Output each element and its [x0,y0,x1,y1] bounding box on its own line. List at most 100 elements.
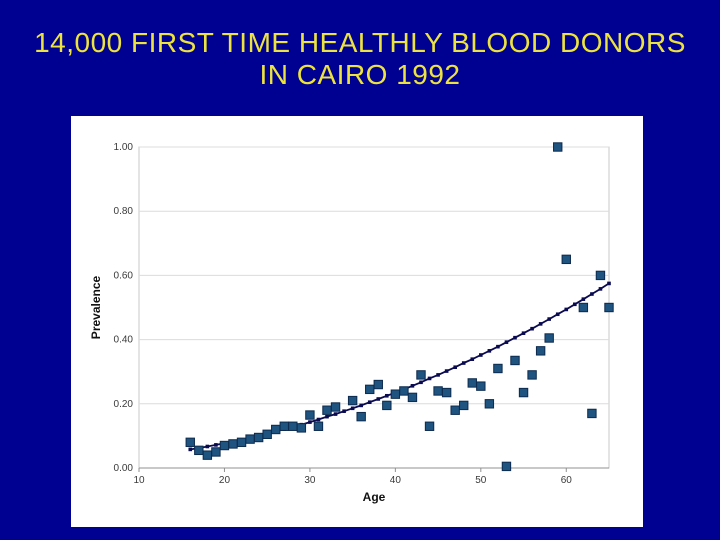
trend-marker [308,420,312,424]
scatter-point [253,432,264,443]
trend-marker [188,447,193,452]
scatter-chart: 0.00 0.20 0.40 0.60 0.80 1.00 10 20 30 40 50 60 Age P… [89,142,614,504]
scatter-point [185,437,195,448]
trend-marker [436,373,440,377]
x-tick-label: 10 [133,475,145,486]
scatter-point [459,400,469,411]
scatter-point [450,405,460,415]
trend-marker [367,400,372,404]
x-tick-label: 20 [219,475,231,486]
scatter-point [219,440,230,451]
scatter-point [322,405,332,415]
trend-marker [316,417,321,422]
scatter-point [296,423,307,433]
trend-marker [419,380,423,385]
trend-marker [547,317,551,321]
scatter-point [527,370,537,380]
x-tick-label: 40 [390,475,402,486]
scatter-point [228,439,238,449]
scatter-point [245,434,255,444]
trend-marker [214,443,218,447]
trend-marker [342,409,346,413]
x-tick-label: 30 [304,475,316,486]
trend-marker [607,281,611,286]
scatter-point [262,429,272,439]
scatter-point [365,384,375,395]
slide-title-line-2: IN CAIRO 1992 [259,59,461,90]
slide-title-line-1: 14,000 FIRST TIME HEALTHLY BLOOD DONORS [34,27,686,58]
scatter-point [476,381,486,391]
scatter-point [467,378,477,388]
trend-marker [513,335,517,340]
scatter-point [271,424,281,435]
trend-marker [470,357,475,361]
plot-area [138,146,610,469]
x-tick-label: 50 [475,475,487,486]
trend-marker [581,297,586,301]
trend-marker [359,403,363,408]
scatter-point [501,461,512,472]
trend-marker [521,331,526,335]
trend-marker [598,287,603,291]
x-tick-label: 60 [561,475,573,486]
trend-marker [205,444,210,449]
scatter-point [382,400,392,411]
y-tick-label: 0.60 [114,270,134,281]
trend-marker [564,307,569,312]
y-tick-label: 0.80 [114,206,134,217]
scatter-point [493,363,503,374]
trend-marker [376,397,381,401]
scatter-point [424,421,435,431]
scatter-point [407,392,418,403]
y-tick-label: 0.00 [114,463,134,474]
scatter-point [433,386,443,396]
slide-title: 14,000 FIRST TIME HEALTHLY BLOOD DONORS … [0,27,720,91]
scatter-point [587,408,597,419]
trend-marker [453,365,457,370]
scatter-point [578,302,589,313]
scatter-point [604,302,614,313]
trend-marker [530,326,534,331]
y-axis-title: Prevalence [89,275,103,339]
scatter-point [202,450,213,460]
trend-marker [325,414,329,419]
trend-marker [496,344,500,349]
scatter-point [347,395,358,406]
scatter-point [553,142,563,152]
scatter-point [441,387,452,398]
trend-marker [427,376,432,381]
trend-marker [555,312,560,317]
scatter-point [510,355,520,366]
chart-image: 0.00 0.20 0.40 0.60 0.80 1.00 10 20 30 40 50 60 Age P… [71,116,643,527]
scatter-point [288,421,298,431]
scatter-point [194,445,204,456]
scatter-point [390,389,401,399]
trend-marker [479,353,483,357]
trend-marker [385,393,389,398]
y-tick-label: 0.20 [114,399,134,410]
x-axis-title: Age [363,490,386,504]
scatter-point [236,437,247,448]
trend-marker [573,302,577,307]
trend-marker [487,349,492,353]
trend-marker [350,406,355,411]
trend-marker [410,384,415,388]
trend-marker [444,369,449,373]
scatter-point [313,421,324,431]
scatter-point [561,254,571,265]
trend-marker [461,361,466,365]
scatter-point [356,411,366,422]
scatter-point [399,386,409,396]
scatter-point [535,346,546,356]
scatter-point [595,270,606,281]
scatter-point [279,421,289,431]
scatter-point [484,399,495,409]
scatter-point [518,387,529,398]
trend-marker [590,292,594,296]
trend-marker [538,322,543,326]
scatter-point [330,402,341,412]
scatter-point [373,379,383,390]
scatter-point [211,447,221,457]
scatter-point [544,333,554,343]
